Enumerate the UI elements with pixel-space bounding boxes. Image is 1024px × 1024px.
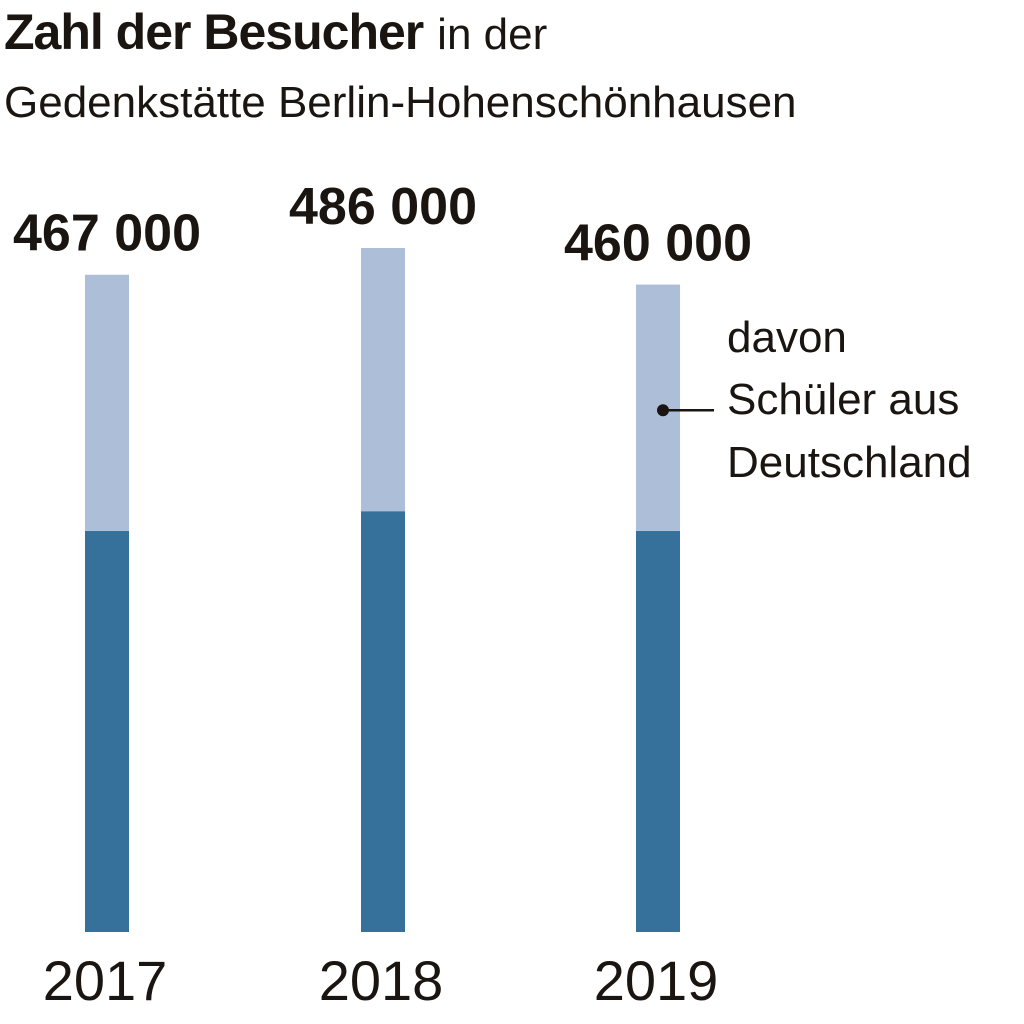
category-label-2018: 2018 (319, 949, 444, 1012)
bar-base-2018 (361, 511, 405, 932)
bar-base-2017 (85, 530, 129, 932)
annotation-line-1: davon (727, 313, 847, 362)
bar-base-2019 (636, 530, 680, 932)
category-label-2017: 2017 (43, 949, 168, 1012)
bar-students-2017 (85, 274, 129, 531)
annotation-line-2: Schüler aus (727, 375, 959, 424)
value-label-2017: 467 000 (13, 205, 201, 263)
bar-students-2018 (361, 248, 405, 512)
category-label-2019: 2019 (594, 949, 719, 1012)
chart-title-bold: Zahl der Besucher (4, 4, 424, 60)
value-label-2018: 486 000 (289, 178, 477, 236)
chart-title: Zahl der Besucher in der (4, 0, 547, 67)
chart-subtitle: Gedenkstätte Berlin-Hohenschönhausen (4, 78, 797, 127)
chart-title-rest: in der (437, 10, 548, 59)
annotation-line-3: Deutschland (727, 438, 972, 487)
value-label-2019: 460 000 (564, 215, 752, 273)
